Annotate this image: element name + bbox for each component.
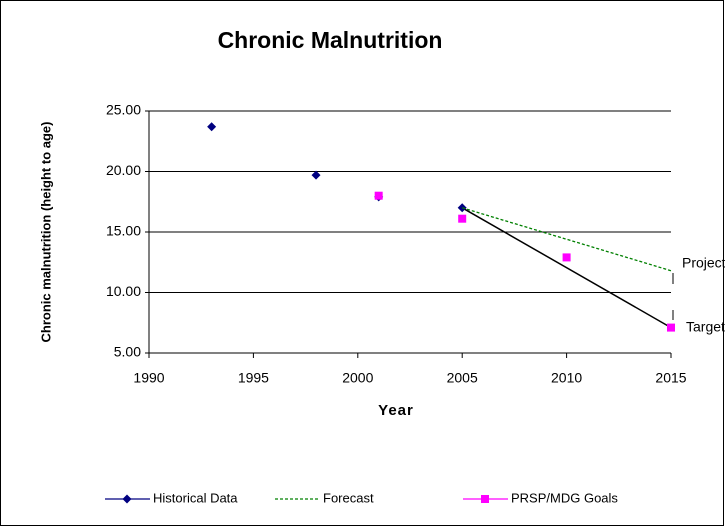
annotation: Projected [682, 255, 725, 271]
y-tick-label: 5.00 [114, 344, 141, 360]
marker [458, 214, 467, 223]
y-tick-label: 20.00 [106, 162, 141, 178]
x-tick-label: 1990 [133, 370, 164, 386]
series-line [462, 207, 672, 272]
annotation: Target [686, 319, 725, 335]
y-tick-label: 10.00 [106, 283, 141, 299]
x-tick-label: 2005 [447, 370, 478, 386]
y-tick-label: 25.00 [106, 102, 141, 118]
legend-label: Forecast [323, 490, 374, 505]
y-axis-label: Chronic malnutrition (height to age) [38, 122, 53, 343]
x-tick-label: 2015 [655, 370, 686, 386]
x-tick-label: 2000 [342, 370, 373, 386]
x-axis-label: Year [378, 402, 414, 419]
x-tick-label: 2010 [551, 370, 582, 386]
marker [667, 323, 675, 332]
marker [374, 191, 383, 200]
legend-label: Historical Data [153, 490, 238, 505]
legend-label: PRSP/MDG Goals [511, 490, 618, 505]
y-tick-label: 15.00 [106, 223, 141, 239]
marker [122, 494, 132, 504]
chart-title: Chronic Malnutrition [218, 27, 443, 53]
marker [207, 122, 217, 132]
marker [562, 253, 571, 262]
marker [311, 170, 321, 180]
x-tick-label: 1995 [238, 370, 269, 386]
target-line [461, 207, 672, 329]
marker [481, 495, 489, 503]
